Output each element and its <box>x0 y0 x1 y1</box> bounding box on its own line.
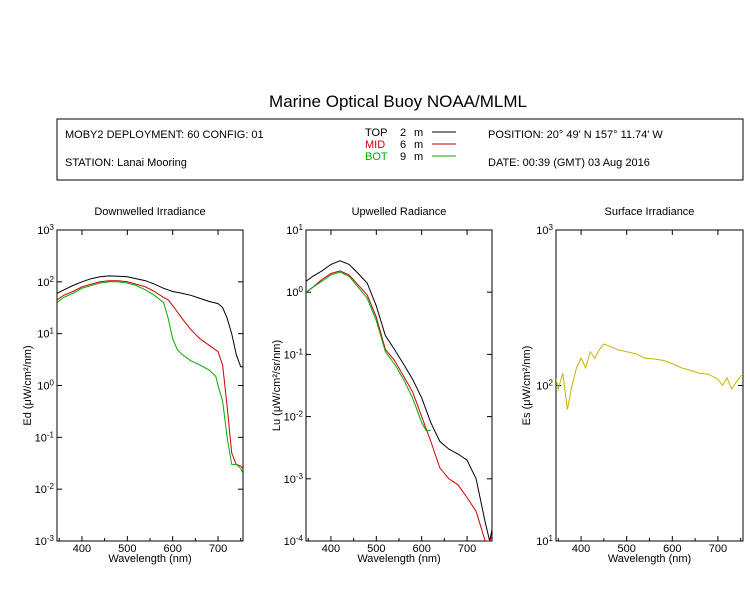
x-tick-label: 700 <box>458 543 476 555</box>
y-axis-label: Lu (μW/cm²/sr/nm) <box>271 340 283 431</box>
legend-depth-mid: 6 <box>400 139 406 151</box>
deployment-text: MOBY2 DEPLOYMENT: 60 CONFIG: 01 <box>65 129 264 141</box>
legend-label-mid: MID <box>365 139 385 151</box>
series-line-mid <box>306 270 492 541</box>
x-tick-label: 700 <box>709 543 727 555</box>
x-tick-label: 400 <box>322 543 340 555</box>
y-tick-label: 10-1 <box>284 347 304 362</box>
y-tick-label: 10-3 <box>284 471 304 486</box>
figure-title: Marine Optical Buoy NOAA/MLML <box>269 92 527 111</box>
y-tick-label: 103 <box>536 223 553 238</box>
y-tick-label: 100 <box>286 285 303 300</box>
chart-panels: Downwelled Irradiance 400 500 600 700 Wavelen… <box>22 206 744 565</box>
x-axis-label: Wavelength (nm) <box>108 553 191 565</box>
chart-downwelled-irradiance: Downwelled Irradiance 400 500 600 700 Wavelen… <box>22 206 244 565</box>
series-line-top <box>57 275 243 368</box>
y-tick-label: 102 <box>37 274 54 289</box>
y-tick-label: 10-2 <box>35 482 55 497</box>
legend-unit-top: m <box>414 127 423 139</box>
x-tick-label: 700 <box>209 543 227 555</box>
x-axis-label: Wavelength (nm) <box>357 553 440 565</box>
x-tick-label: 600 <box>413 543 431 555</box>
x-axis-label: Wavelength (nm) <box>608 553 691 565</box>
series-line-top <box>306 260 492 541</box>
series-line-es <box>556 343 743 410</box>
legend-item-bot: BOT 9 m <box>365 151 456 163</box>
legend: TOP 2 m MID 6 m BOT 9 m <box>365 127 456 163</box>
x-tick-label: 500 <box>367 543 385 555</box>
x-tick-label: 400 <box>73 543 91 555</box>
x-tick-label: 500 <box>618 543 636 555</box>
legend-depth-top: 2 <box>400 127 406 139</box>
chart-surface-irradiance: Surface Irradiance 400 500 600 700 Wavelength… <box>521 206 744 565</box>
plot-frame <box>305 229 493 542</box>
position-text: POSITION: 20° 49' N 157° 11.74' W <box>488 129 663 141</box>
series-line-bot <box>57 281 243 474</box>
y-tick-label: 101 <box>536 534 553 549</box>
legend-item-mid: MID 6 m <box>365 139 456 151</box>
chart-title: Downwelled Irradiance <box>94 206 205 218</box>
y-tick-label: 10-3 <box>35 534 55 549</box>
y-tick-label: 101 <box>37 326 54 341</box>
y-tick-label: 101 <box>286 223 303 238</box>
legend-label-top: TOP <box>365 127 387 139</box>
legend-unit-bot: m <box>414 151 423 163</box>
x-tick-label: 600 <box>164 543 182 555</box>
x-tick-label: 600 <box>663 543 681 555</box>
y-tick-label: 100 <box>37 378 54 393</box>
plot-frame <box>56 229 244 542</box>
plot-frame <box>555 229 744 542</box>
x-tick-label: 500 <box>118 543 136 555</box>
legend-label-bot: BOT <box>365 151 388 163</box>
y-axis-label: Ed (μW/cm²/nm) <box>22 345 34 425</box>
x-tick-label: 400 <box>572 543 590 555</box>
y-axis-label: Es (μW/cm²/nm) <box>521 346 533 426</box>
info-box: MOBY2 DEPLOYMENT: 60 CONFIG: 01 STATION:… <box>56 118 744 181</box>
chart-title: Upwelled Radiance <box>352 206 447 218</box>
series-line-mid <box>57 280 243 469</box>
y-tick-label: 102 <box>536 378 553 393</box>
series-line-bot <box>306 271 431 431</box>
y-tick-label: 103 <box>37 223 54 238</box>
chart-upwelled-radiance: Upwelled Radiance 400 500 600 700 Wavelength … <box>271 206 493 565</box>
station-text: STATION: Lanai Mooring <box>65 157 187 169</box>
y-tick-label: 10-4 <box>284 534 304 549</box>
date-text: DATE: 00:39 (GMT) 03 Aug 2016 <box>488 157 650 169</box>
legend-unit-mid: m <box>414 139 423 151</box>
legend-item-top: TOP 2 m <box>365 127 456 139</box>
info-box-frame <box>56 118 744 181</box>
y-tick-label: 10-2 <box>284 409 304 424</box>
legend-depth-bot: 9 <box>400 151 406 163</box>
chart-title: Surface Irradiance <box>605 206 695 218</box>
y-tick-label: 10-1 <box>35 430 55 445</box>
